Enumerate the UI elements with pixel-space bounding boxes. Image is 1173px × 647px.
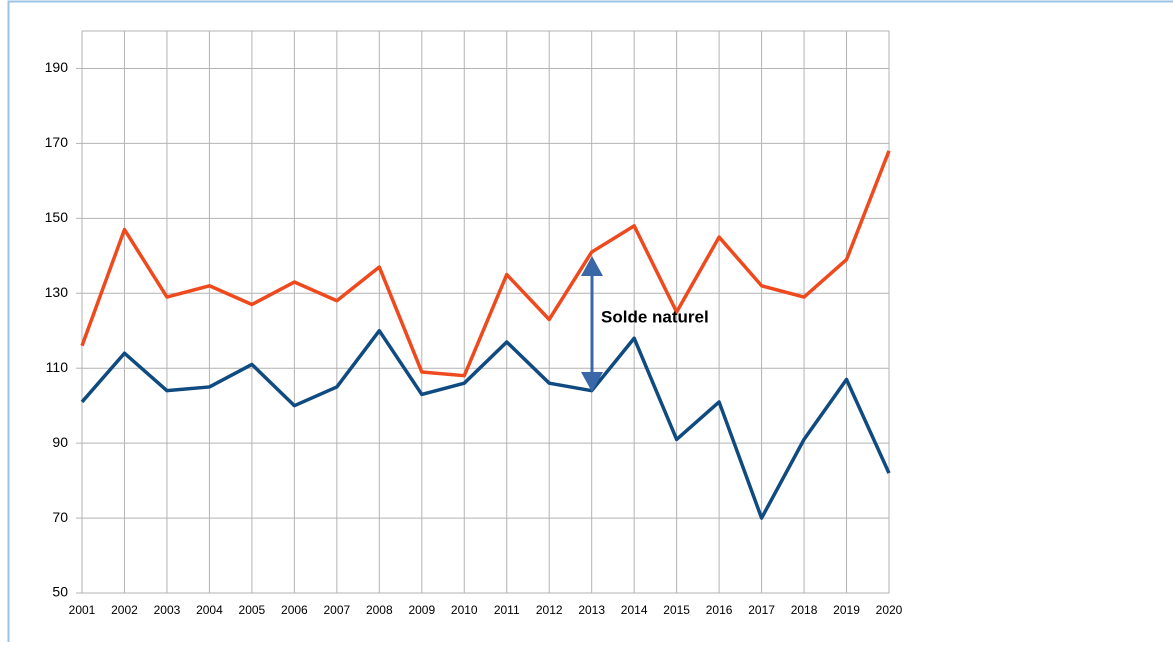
- x-tick-label: 2014: [621, 603, 648, 617]
- x-tick-label: 2002: [111, 603, 138, 617]
- x-tick-label: 2015: [663, 603, 690, 617]
- x-tick-label: 2009: [408, 603, 435, 617]
- y-tick-label: 170: [45, 134, 69, 150]
- x-tick-label: 2016: [706, 603, 733, 617]
- y-tick-label: 50: [52, 584, 68, 600]
- x-tick-label: 2003: [154, 603, 181, 617]
- series-line: [82, 151, 889, 376]
- x-tick-label: 2005: [239, 603, 266, 617]
- x-tick-label: 2004: [196, 603, 223, 617]
- x-tick-label: 2017: [748, 603, 775, 617]
- y-tick-label: 70: [52, 509, 68, 525]
- y-tick-label: 190: [45, 59, 69, 75]
- y-tick-label: 130: [45, 284, 69, 300]
- x-tick-label: 2018: [791, 603, 818, 617]
- x-tick-label: 2012: [536, 603, 563, 617]
- x-tick-label: 2008: [366, 603, 393, 617]
- x-tick-label: 2001: [69, 603, 96, 617]
- x-tick-label: 2011: [494, 603, 520, 617]
- series-line: [82, 331, 889, 518]
- y-tick-label: 150: [45, 209, 69, 225]
- x-tick-label: 2020: [876, 603, 903, 617]
- annotation: Solde naturel: [601, 307, 709, 326]
- y-tick-label: 110: [46, 359, 69, 375]
- x-tick-label: 2007: [323, 603, 350, 617]
- x-tick-label: 2013: [578, 603, 605, 617]
- x-tick-label: 2010: [451, 603, 478, 617]
- x-tick-label: 2019: [833, 603, 860, 617]
- x-tick-label: 2006: [281, 603, 308, 617]
- y-tick-label: 90: [52, 434, 68, 450]
